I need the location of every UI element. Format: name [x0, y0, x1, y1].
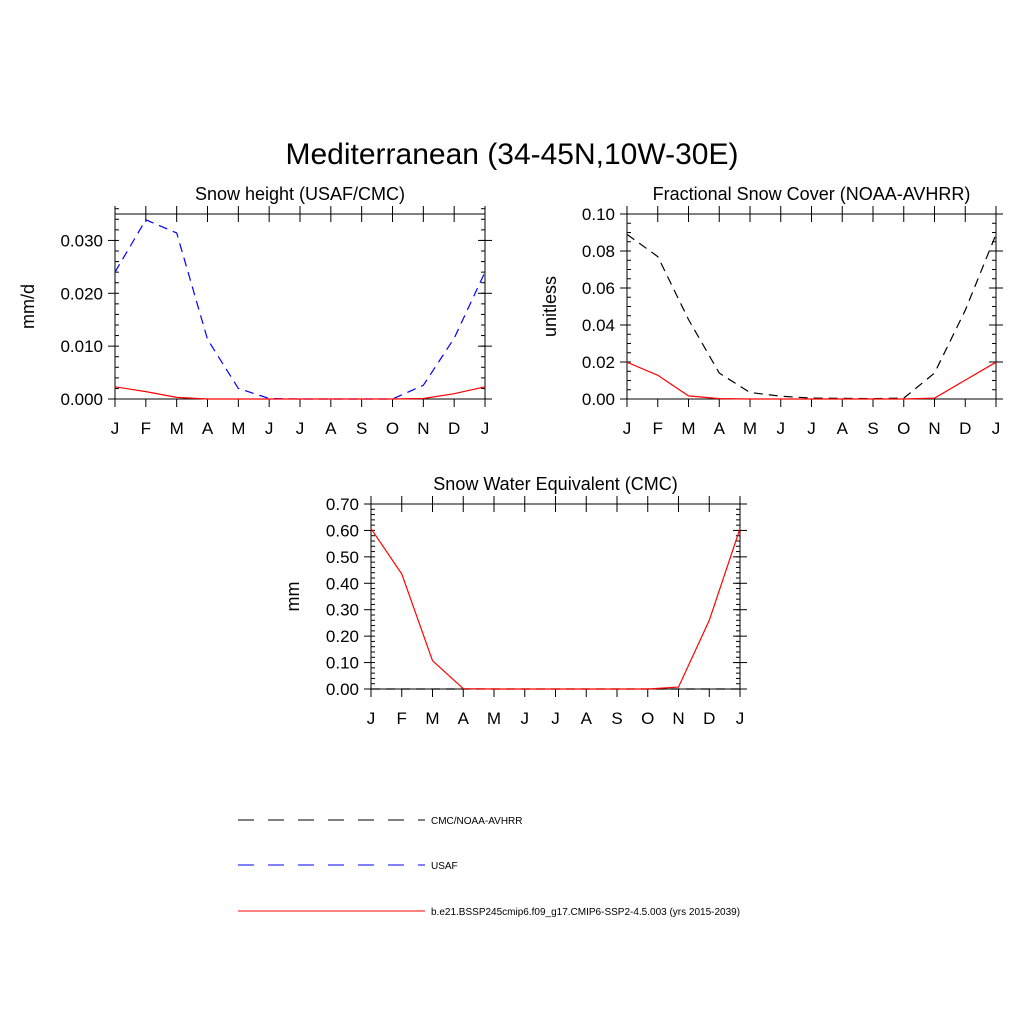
- x-tick-label: A: [325, 419, 337, 438]
- x-tick-label: M: [425, 709, 439, 728]
- y-tick-label: 0.08: [582, 242, 615, 261]
- x-tick-label: A: [458, 709, 470, 728]
- y-axis-label: mm/d: [18, 284, 38, 329]
- y-tick-label: 0.010: [60, 337, 103, 356]
- x-tick-label: J: [111, 419, 120, 438]
- y-tick-label: 0.020: [60, 284, 103, 303]
- panel-title: Fractional Snow Cover (NOAA-AVHRR): [653, 184, 971, 204]
- series-line-1: [114, 219, 486, 400]
- x-tick-label: J: [736, 709, 745, 728]
- x-tick-label: O: [386, 419, 399, 438]
- x-tick-label: A: [581, 709, 593, 728]
- legend-label: CMC/NOAA-AVHRR: [431, 816, 522, 827]
- series-line-2: [114, 386, 486, 400]
- x-tick-label: M: [743, 419, 757, 438]
- y-tick-label: 0.10: [326, 654, 359, 673]
- x-tick-label: J: [623, 419, 632, 438]
- y-axis-label: unitless: [540, 276, 560, 337]
- x-tick-label: D: [448, 419, 460, 438]
- x-tick-label: J: [296, 419, 305, 438]
- legend: CMC/NOAA-AVHRR USAF b.e21.BSSP245cmip6.f09…: [238, 816, 740, 918]
- x-tick-label: J: [521, 709, 530, 728]
- x-tick-label: D: [703, 709, 715, 728]
- y-tick-label: 0.02: [582, 353, 615, 372]
- x-tick-label: J: [481, 419, 490, 438]
- x-tick-label: M: [231, 419, 245, 438]
- y-tick-label: 0.10: [582, 205, 615, 224]
- x-tick-label: O: [897, 419, 910, 438]
- series-line-2: [626, 361, 997, 400]
- x-tick-label: J: [777, 419, 786, 438]
- legend-entry: USAF: [238, 861, 458, 872]
- y-tick-label: 0.50: [326, 548, 359, 567]
- y-tick-label: 0.000: [60, 390, 103, 409]
- panel-1: Snow height (USAF/CMC) mm/d 0.000 0.010 0.02…: [18, 184, 492, 438]
- x-tick-label: J: [367, 709, 376, 728]
- x-tick-label: N: [928, 419, 940, 438]
- y-tick-label: 0.40: [326, 574, 359, 593]
- x-tick-label: S: [867, 419, 878, 438]
- legend-label: USAF: [431, 861, 458, 872]
- x-tick-label: M: [487, 709, 501, 728]
- x-tick-label: M: [170, 419, 184, 438]
- x-tick-label: S: [356, 419, 367, 438]
- x-tick-label: M: [681, 419, 695, 438]
- legend-entry: b.e21.BSSP245cmip6.f09_g17.CMIP6-SSP2-4.…: [238, 907, 740, 918]
- series-line-2: [370, 528, 741, 690]
- y-tick-label: 0.00: [582, 390, 615, 409]
- x-tick-label: N: [417, 419, 429, 438]
- y-tick-label: 0.06: [582, 279, 615, 298]
- x-tick-label: F: [397, 709, 407, 728]
- figure-title: Mediterranean (34-45N,10W-30E): [285, 138, 738, 171]
- x-tick-label: A: [714, 419, 726, 438]
- y-tick-label: 0.04: [582, 316, 615, 335]
- plot-frame: [114, 213, 486, 400]
- x-tick-label: J: [807, 419, 816, 438]
- x-tick-label: F: [653, 419, 663, 438]
- x-tick-label: D: [959, 419, 971, 438]
- plot-frame: [370, 503, 741, 690]
- y-axis-label: mm: [283, 582, 303, 612]
- x-tick-label: N: [672, 709, 684, 728]
- y-tick-label: 0.30: [326, 601, 359, 620]
- x-tick-label: J: [551, 709, 560, 728]
- legend-entry: CMC/NOAA-AVHRR: [238, 816, 522, 827]
- x-tick-label: A: [837, 419, 849, 438]
- x-tick-label: O: [641, 709, 654, 728]
- panel-title: Snow Water Equivalent (CMC): [433, 474, 677, 494]
- series-line-1: [626, 233, 997, 400]
- y-tick-label: 0.20: [326, 627, 359, 646]
- panel-2: Fractional Snow Cover (NOAA-AVHRR) unitle…: [540, 184, 1003, 438]
- panel-3: Snow Water Equivalent (CMC) mm 0.00 0.10 0.2…: [283, 474, 747, 728]
- x-tick-label: F: [141, 419, 151, 438]
- x-tick-label: S: [611, 709, 622, 728]
- y-tick-label: 0.030: [60, 231, 103, 250]
- y-tick-label: 0.70: [326, 495, 359, 514]
- legend-label: b.e21.BSSP245cmip6.f09_g17.CMIP6-SSP2-4.…: [431, 907, 740, 918]
- y-tick-label: 0.60: [326, 521, 359, 540]
- panel-title: Snow height (USAF/CMC): [195, 184, 405, 204]
- x-tick-label: A: [202, 419, 214, 438]
- y-tick-label: 0.00: [326, 680, 359, 699]
- x-tick-label: J: [265, 419, 274, 438]
- panels: Snow height (USAF/CMC) mm/d 0.000 0.010 0.02…: [18, 184, 1003, 728]
- x-tick-label: J: [992, 419, 1001, 438]
